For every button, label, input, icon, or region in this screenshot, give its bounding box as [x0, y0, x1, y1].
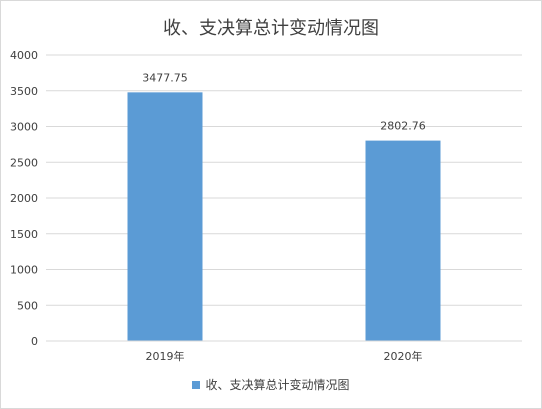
chart-title: 收、支决算总计变动情况图 [163, 18, 379, 39]
y-tick-label: 3000 [10, 121, 38, 134]
x-tick-label: 2020年 [384, 349, 423, 363]
legend-label: 收、支决算总计变动情况图 [205, 378, 350, 392]
y-tick-label: 1500 [10, 228, 38, 241]
legend: 收、支决算总计变动情况图 [0, 376, 542, 393]
y-tick-label: 0 [31, 335, 38, 348]
legend-swatch [192, 380, 201, 389]
x-tick-label: 2019年 [146, 349, 185, 363]
bar [365, 140, 441, 341]
data-label: 2802.76 [380, 120, 426, 133]
y-tick-label: 500 [17, 299, 38, 312]
y-tick-label: 2500 [10, 156, 38, 169]
bar [127, 92, 203, 341]
y-tick-label: 3500 [10, 85, 38, 98]
y-tick-label: 4000 [10, 49, 38, 62]
y-tick-label: 1000 [10, 264, 38, 277]
y-tick-label: 2000 [10, 192, 38, 205]
data-label: 3477.75 [142, 71, 188, 84]
